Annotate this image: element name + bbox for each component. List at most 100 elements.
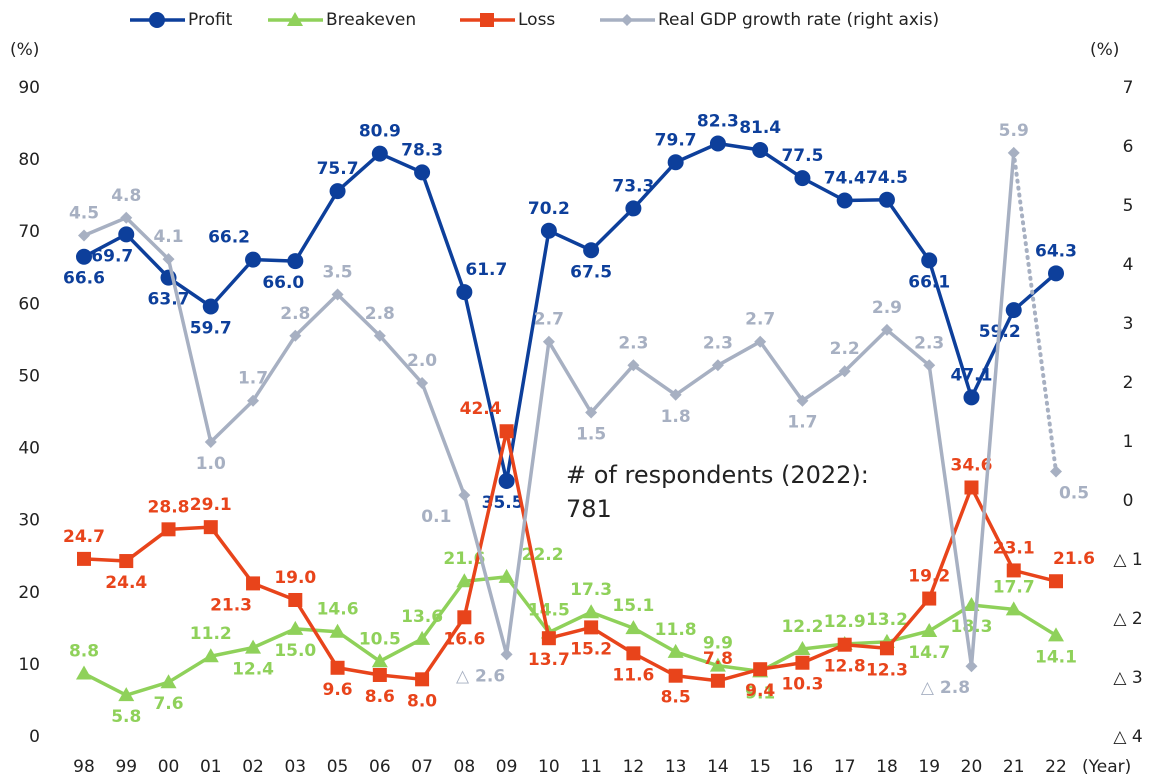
marker — [329, 183, 346, 200]
data-label: 1.7 — [787, 413, 817, 433]
y-tick-label: 10 — [18, 655, 40, 675]
y2-tick-label: 7 — [1123, 78, 1134, 98]
data-label: 47.1 — [951, 365, 993, 385]
y2-tick-label: △ 4 — [1113, 727, 1142, 747]
data-label: 81.4 — [739, 118, 781, 138]
data-label: 8.6 — [365, 687, 395, 707]
data-label: 74.5 — [866, 168, 908, 188]
data-label: 13.2 — [866, 610, 908, 630]
marker — [794, 170, 811, 187]
data-label: 5.8 — [111, 707, 141, 727]
data-label: 15.2 — [570, 639, 612, 659]
marker — [372, 667, 387, 682]
y-tick-label: 80 — [18, 150, 40, 170]
marker — [541, 631, 556, 646]
marker — [160, 674, 177, 689]
x-tick-label: 05 — [327, 757, 349, 777]
marker — [964, 480, 979, 495]
legend-marker — [480, 13, 494, 27]
legend-marker — [621, 14, 633, 26]
y-tick-label: 20 — [18, 583, 40, 603]
marker — [414, 164, 431, 181]
x-tick-label: 16 — [792, 757, 814, 777]
marker — [118, 687, 135, 702]
series-line — [83, 141, 1058, 483]
x-tick-label: 00 — [158, 757, 180, 777]
marker — [76, 248, 92, 265]
data-label: 2.8 — [280, 304, 310, 324]
data-label: 73.3 — [612, 176, 654, 196]
y-tick-label: 50 — [18, 366, 40, 386]
x-tick-label: 12 — [623, 757, 645, 777]
legend-label: Breakeven — [326, 10, 416, 30]
marker — [626, 646, 641, 661]
marker — [77, 551, 91, 566]
marker — [120, 211, 133, 224]
data-label: 82.3 — [697, 112, 739, 132]
y2-tick-label: 3 — [1123, 314, 1134, 334]
x-tick-label: 13 — [665, 757, 687, 777]
marker — [584, 620, 599, 635]
data-label: 0.1 — [421, 507, 451, 527]
data-label: 9.1 — [745, 683, 775, 703]
y2-tick-label: △ 2 — [1113, 609, 1142, 629]
marker — [498, 568, 515, 583]
marker — [202, 648, 219, 663]
legend-label: Real GDP growth rate (right axis) — [658, 10, 939, 30]
marker — [837, 637, 852, 652]
annotation: 781 — [566, 495, 612, 523]
y2-tick-label: △ 1 — [1113, 550, 1142, 570]
data-label: 11.2 — [190, 624, 232, 644]
data-label: 77.5 — [781, 146, 823, 166]
data-label: 2.3 — [618, 333, 648, 353]
marker — [119, 554, 134, 569]
marker — [246, 576, 261, 591]
x-tick-label: 21 — [1003, 757, 1025, 777]
x-tick-label: 15 — [749, 757, 771, 777]
y-tick-label: 40 — [18, 439, 40, 459]
marker — [880, 323, 893, 336]
data-label: 69.7 — [91, 246, 133, 266]
data-label: 2.3 — [914, 333, 944, 353]
marker — [1005, 302, 1022, 319]
marker — [415, 672, 430, 687]
data-label: 11.8 — [655, 620, 697, 640]
marker — [796, 394, 809, 407]
data-label: 12.8 — [824, 657, 866, 677]
data-label: 12.4 — [232, 660, 274, 680]
data-label: 21.6 — [1053, 549, 1095, 569]
marker — [836, 192, 853, 209]
marker — [204, 436, 217, 448]
data-label: 75.7 — [317, 159, 359, 179]
data-label: 2.9 — [872, 298, 902, 318]
data-label: 66.0 — [262, 273, 304, 293]
data-label: 29.1 — [190, 495, 232, 515]
marker — [499, 424, 514, 439]
y2-tick-label: 4 — [1123, 255, 1134, 275]
marker — [753, 662, 768, 677]
marker — [414, 630, 431, 645]
x-tick-label: 03 — [284, 757, 306, 777]
marker — [161, 522, 176, 537]
marker — [247, 394, 260, 407]
data-label: 5.9 — [999, 121, 1029, 141]
data-label: 19.0 — [274, 568, 316, 588]
data-label: 61.7 — [465, 260, 507, 280]
data-label: 59.7 — [190, 318, 232, 338]
marker — [963, 389, 980, 406]
data-label: 4.1 — [153, 227, 183, 247]
marker — [373, 329, 386, 342]
data-label: 1.5 — [576, 425, 606, 445]
marker — [625, 200, 642, 217]
marker — [162, 253, 175, 266]
x-tick-label: 02 — [242, 757, 264, 777]
data-label: 12.3 — [866, 660, 908, 680]
data-label: 12.2 — [781, 617, 823, 637]
marker — [794, 641, 811, 656]
y-tick-label: 70 — [18, 222, 40, 242]
data-label: 10.3 — [781, 675, 823, 695]
data-label: 2.7 — [534, 310, 564, 330]
marker — [78, 229, 90, 242]
data-label: 66.2 — [208, 228, 250, 248]
data-label: 16.6 — [443, 629, 485, 649]
